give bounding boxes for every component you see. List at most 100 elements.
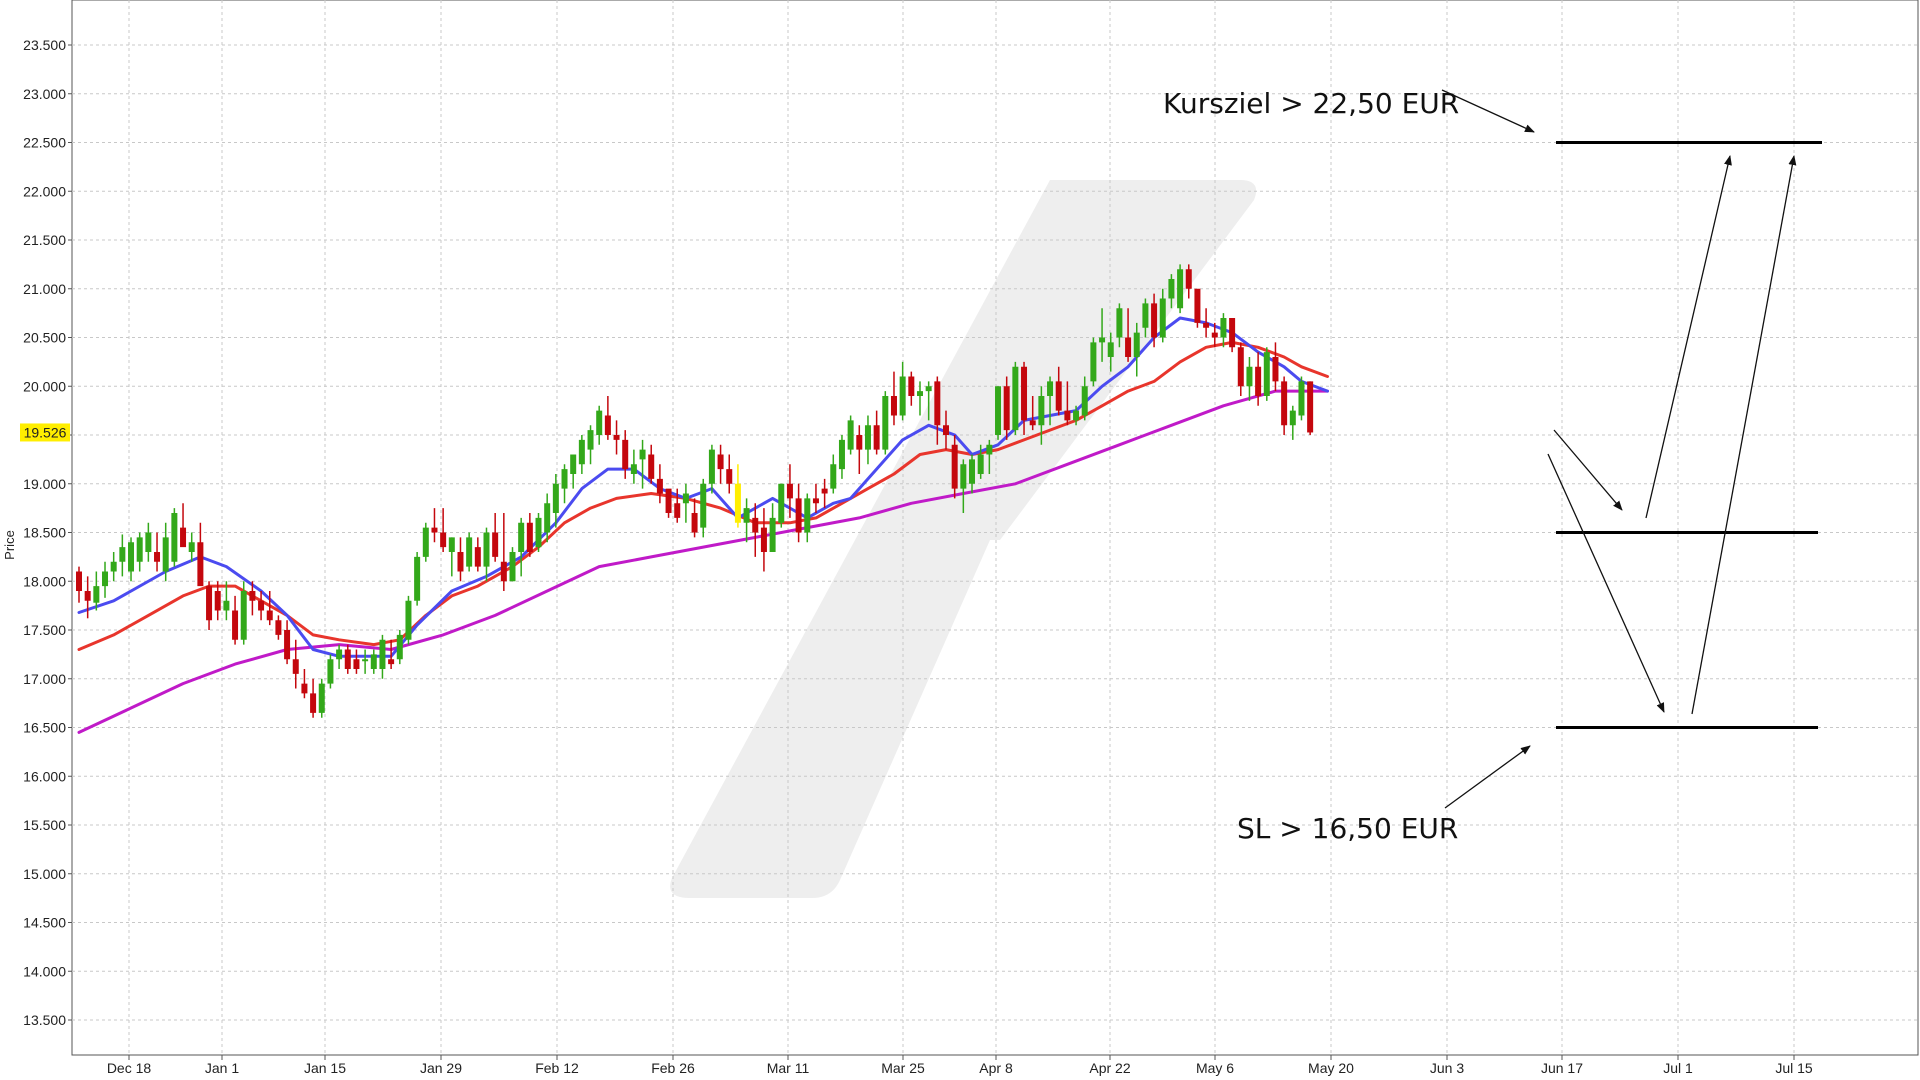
ohlc-bar — [474, 537, 481, 572]
bar-body — [492, 532, 499, 557]
ohlc-bar — [1081, 376, 1088, 421]
bar-body — [370, 654, 377, 669]
bar-body — [734, 483, 741, 523]
bar-body — [778, 483, 785, 523]
target-annotations: Kursziel > 22,50 EUR SL > 16,50 EUR — [1163, 87, 1822, 845]
bar-body — [1090, 342, 1097, 382]
bar-body — [119, 547, 126, 562]
bar-body — [1047, 381, 1054, 396]
ohlc-bar — [76, 566, 82, 603]
bar-body — [292, 659, 299, 674]
ohlc-bar — [916, 381, 923, 416]
last-price-badge — [20, 423, 70, 442]
x-tick-label: Mar 25 — [881, 1060, 925, 1076]
bar-body — [1289, 410, 1296, 426]
bar-body — [700, 483, 707, 528]
ohlc-bar — [760, 508, 767, 572]
ohlc-bar — [318, 678, 325, 718]
ohlc-bar — [457, 537, 464, 582]
y-tick-label: 21.500 — [23, 232, 66, 248]
bar-body — [102, 571, 109, 587]
x-tick-label: Feb 12 — [535, 1060, 579, 1076]
bar-body — [630, 464, 637, 474]
bar-body — [431, 527, 438, 533]
y-tick-label: 21.000 — [23, 281, 66, 297]
x-tick-label: Mar 11 — [767, 1060, 810, 1076]
bar-body — [405, 600, 412, 640]
ohlc-bar — [821, 478, 828, 509]
bar-body — [1246, 366, 1253, 387]
bar-body — [916, 391, 923, 396]
ohlc-bar — [882, 391, 889, 455]
ohlc-bar — [292, 639, 299, 689]
bar-body — [578, 439, 585, 465]
y-tick-label: 17.500 — [23, 622, 66, 638]
bar-body — [656, 478, 663, 494]
bar-body — [1211, 332, 1218, 338]
ohlc-bar — [232, 595, 239, 645]
bar-body — [310, 693, 317, 713]
x-tick-label: Jan 29 — [420, 1060, 462, 1076]
ohlc-bar — [197, 522, 204, 587]
bar-body — [466, 537, 473, 567]
y-tick-label: 19.000 — [23, 476, 66, 492]
bar-body — [830, 464, 837, 489]
bar-body — [890, 396, 897, 416]
bar-body — [414, 556, 421, 601]
bar-body — [604, 415, 611, 435]
ohlc-bar — [188, 532, 195, 562]
bar-body — [93, 586, 100, 603]
bar-body — [1298, 381, 1305, 416]
bar-body — [258, 600, 265, 611]
ohlc-bar — [414, 552, 421, 606]
y-tick-label: 16.500 — [23, 720, 66, 736]
ohlc-bar — [362, 649, 369, 674]
ohlc-bar — [249, 581, 256, 616]
ohlc-bar — [795, 483, 802, 543]
x-tick-label: Apr 22 — [1089, 1060, 1130, 1076]
bar-body — [769, 517, 776, 552]
y-tick-label: 16.000 — [23, 768, 66, 784]
ohlc-bar — [1021, 361, 1028, 435]
arrow-up-to-target-1 — [1645, 155, 1732, 519]
ohlc-bar — [466, 532, 473, 572]
arrow-to-target-line — [1441, 89, 1535, 133]
bar-body — [474, 547, 481, 567]
ohlc-bar — [665, 488, 672, 518]
ohlc-bar — [1255, 352, 1262, 406]
bar-body — [821, 488, 828, 494]
ohlc-bar — [353, 649, 360, 674]
ohlc-bar — [266, 591, 273, 626]
ohlc-bar — [1229, 318, 1236, 353]
ohlc-bar — [743, 498, 750, 543]
ohlc-bar — [786, 464, 793, 518]
y-axis-label: Price — [2, 530, 17, 560]
y-axis: 13.500 14.000 14.500 15.000 15.500 16.000 16.5… — [20, 37, 72, 1028]
bar-body — [726, 469, 733, 484]
bar-body — [353, 659, 360, 669]
bar-body — [249, 591, 256, 601]
bar-body — [240, 591, 247, 640]
ohlc-bar — [726, 454, 733, 494]
bar-body — [1099, 337, 1106, 343]
ohlc-bar — [769, 503, 776, 552]
bar-body — [622, 439, 629, 470]
ohlc-bar — [388, 639, 395, 669]
ohlc-bar — [84, 576, 91, 619]
bar-body — [526, 522, 533, 552]
ohlc-bar — [630, 449, 637, 484]
plot-frame — [71, 0, 1919, 1056]
ohlc-bar — [1281, 376, 1288, 435]
bar-body — [214, 591, 221, 611]
bar-body — [1021, 366, 1028, 421]
bar-body — [1073, 410, 1080, 421]
bar-body — [266, 610, 273, 621]
ohlc-bar — [1289, 405, 1296, 440]
ohlc-bar — [838, 435, 845, 479]
x-tick-label: Jul 15 — [1775, 1060, 1813, 1076]
bar-body — [691, 513, 698, 533]
ohlc-bar — [509, 547, 516, 582]
bar-body — [275, 620, 282, 635]
bar-body — [708, 449, 715, 484]
